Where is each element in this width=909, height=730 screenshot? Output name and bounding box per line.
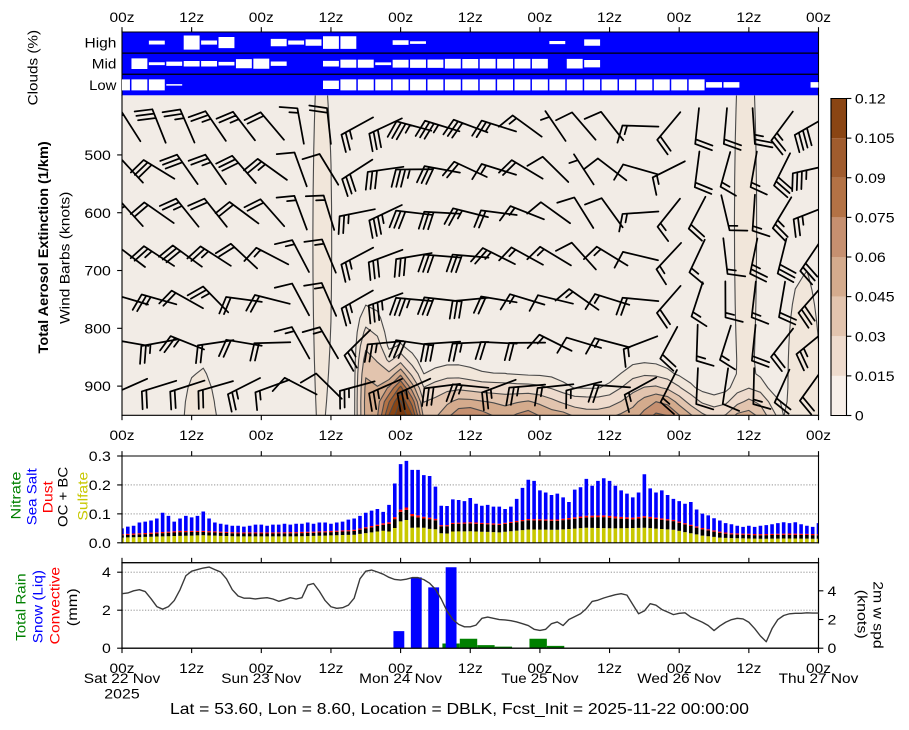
svg-text:00z: 00z bbox=[667, 427, 692, 443]
svg-text:2025: 2025 bbox=[104, 686, 140, 702]
svg-text:0.0: 0.0 bbox=[89, 535, 111, 551]
svg-text:12z: 12z bbox=[179, 9, 204, 25]
svg-text:900: 900 bbox=[84, 378, 111, 394]
svg-text:Total Aerosol Extinction (1/km: Total Aerosol Extinction (1/km) bbox=[35, 141, 51, 353]
svg-text:0.09: 0.09 bbox=[855, 170, 886, 186]
svg-text:2: 2 bbox=[828, 612, 837, 628]
svg-text:00z: 00z bbox=[806, 427, 831, 443]
svg-text:12z: 12z bbox=[458, 9, 483, 25]
svg-text:Wed 26 Nov: Wed 26 Nov bbox=[637, 670, 721, 686]
svg-text:12z: 12z bbox=[318, 9, 343, 25]
svg-text:0.045: 0.045 bbox=[855, 289, 895, 305]
svg-text:12z: 12z bbox=[736, 9, 761, 25]
svg-text:(mm): (mm) bbox=[64, 588, 80, 626]
svg-text:00z: 00z bbox=[527, 9, 552, 25]
svg-text:00z: 00z bbox=[249, 427, 274, 443]
svg-text:(knots): (knots) bbox=[855, 590, 871, 639]
svg-text:600: 600 bbox=[84, 205, 111, 221]
svg-text:0: 0 bbox=[102, 640, 111, 656]
svg-text:0.015: 0.015 bbox=[855, 368, 895, 384]
svg-text:0.03: 0.03 bbox=[855, 328, 886, 344]
svg-text:Thu 27 Nov: Thu 27 Nov bbox=[779, 670, 859, 686]
svg-text:4: 4 bbox=[102, 564, 111, 580]
svg-text:12z: 12z bbox=[736, 660, 761, 676]
svg-text:00z: 00z bbox=[527, 660, 552, 676]
svg-text:0.06: 0.06 bbox=[855, 249, 886, 265]
svg-text:Mon 24 Nov: Mon 24 Nov bbox=[359, 670, 442, 686]
svg-text:0.2: 0.2 bbox=[89, 477, 111, 493]
svg-text:500: 500 bbox=[84, 147, 111, 163]
svg-text:00z: 00z bbox=[110, 660, 135, 676]
svg-text:00z: 00z bbox=[388, 9, 413, 25]
svg-text:Total Rain: Total Rain bbox=[13, 574, 29, 641]
svg-text:Sat 22 Nov: Sat 22 Nov bbox=[84, 670, 160, 686]
svg-text:00z: 00z bbox=[806, 660, 831, 676]
svg-text:Tue 25 Nov: Tue 25 Nov bbox=[501, 670, 578, 686]
svg-text:0: 0 bbox=[828, 640, 837, 656]
svg-text:Snow (Liq): Snow (Liq) bbox=[30, 570, 46, 643]
svg-text:2m w spd: 2m w spd bbox=[870, 581, 886, 648]
svg-text:0.3: 0.3 bbox=[89, 448, 111, 464]
svg-text:00z: 00z bbox=[806, 9, 831, 25]
svg-text:12z: 12z bbox=[597, 427, 622, 443]
svg-text:12z: 12z bbox=[736, 427, 761, 443]
svg-text:12z: 12z bbox=[458, 660, 483, 676]
svg-text:00z: 00z bbox=[667, 660, 692, 676]
svg-text:2: 2 bbox=[102, 602, 111, 618]
svg-text:Sun 23 Nov: Sun 23 Nov bbox=[221, 670, 301, 686]
svg-text:Mid: Mid bbox=[92, 56, 117, 72]
svg-text:00z: 00z bbox=[388, 427, 413, 443]
svg-text:0: 0 bbox=[855, 408, 864, 424]
svg-text:Nitrate: Nitrate bbox=[8, 471, 24, 519]
svg-text:12z: 12z bbox=[179, 427, 204, 443]
svg-text:0.1: 0.1 bbox=[89, 506, 111, 522]
svg-text:Sulfate: Sulfate bbox=[75, 471, 91, 520]
svg-text:0.105: 0.105 bbox=[855, 130, 895, 146]
svg-text:12z: 12z bbox=[597, 660, 622, 676]
svg-text:Clouds (%): Clouds (%) bbox=[25, 30, 41, 105]
svg-text:00z: 00z bbox=[249, 660, 274, 676]
svg-text:0.075: 0.075 bbox=[855, 209, 895, 225]
svg-text:12z: 12z bbox=[179, 660, 204, 676]
svg-text:Lat = 53.60, Lon = 8.60, Locat: Lat = 53.60, Lon = 8.60, Location = DBLK… bbox=[170, 701, 749, 718]
svg-text:0.12: 0.12 bbox=[855, 91, 886, 107]
svg-text:00z: 00z bbox=[667, 9, 692, 25]
svg-text:00z: 00z bbox=[110, 9, 135, 25]
svg-text:12z: 12z bbox=[458, 427, 483, 443]
svg-text:00z: 00z bbox=[527, 427, 552, 443]
svg-text:12z: 12z bbox=[318, 427, 343, 443]
svg-text:4: 4 bbox=[828, 583, 837, 599]
svg-text:700: 700 bbox=[84, 263, 111, 279]
svg-text:12z: 12z bbox=[597, 9, 622, 25]
svg-text:Wind Barbs (knots): Wind Barbs (knots) bbox=[57, 192, 73, 324]
svg-text:800: 800 bbox=[84, 320, 111, 336]
svg-text:Low: Low bbox=[89, 77, 117, 93]
svg-text:OC + BC: OC + BC bbox=[55, 467, 71, 527]
svg-text:Sea Salt: Sea Salt bbox=[24, 468, 40, 525]
svg-text:00z: 00z bbox=[249, 9, 274, 25]
svg-text:12z: 12z bbox=[318, 660, 343, 676]
svg-text:Convective: Convective bbox=[47, 567, 63, 645]
svg-text:00z: 00z bbox=[110, 427, 135, 443]
svg-text:00z: 00z bbox=[388, 660, 413, 676]
svg-text:High: High bbox=[85, 35, 117, 51]
svg-text:Dust: Dust bbox=[40, 481, 56, 513]
